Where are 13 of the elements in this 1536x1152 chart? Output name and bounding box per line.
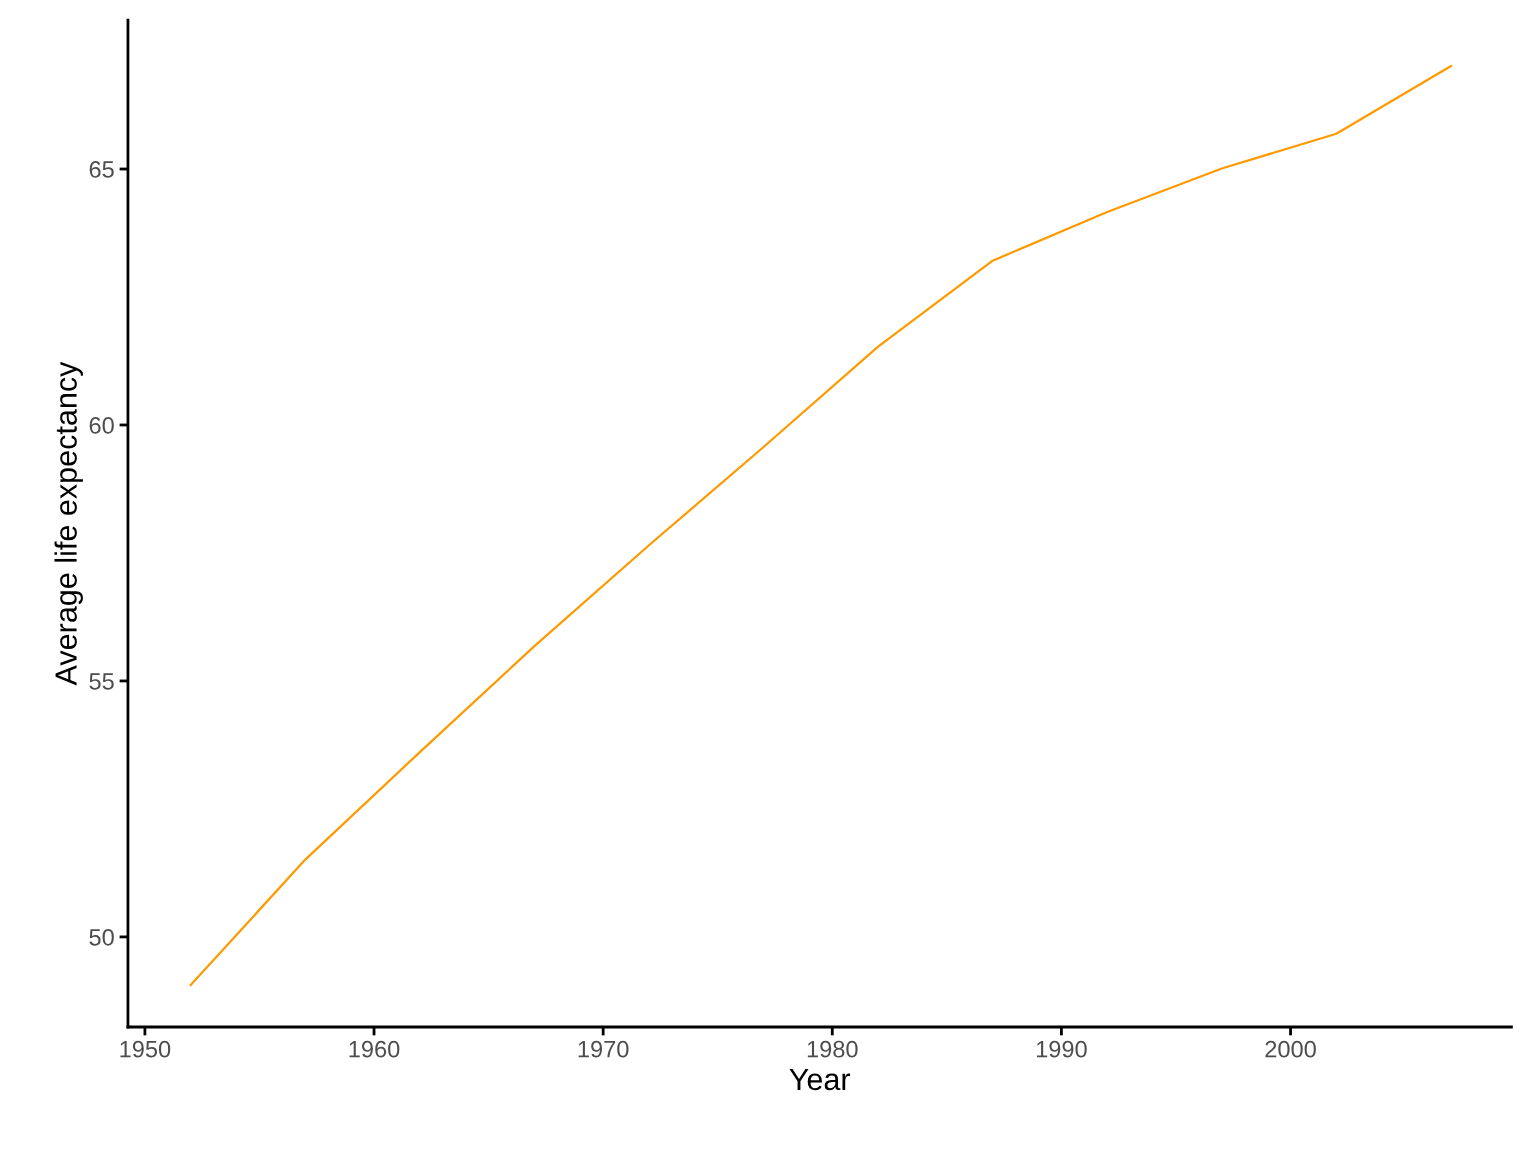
x-tick-label: 1970 bbox=[578, 1040, 629, 1058]
x-tick-label: 1980 bbox=[807, 1040, 858, 1058]
y-tick-label: 60 bbox=[89, 417, 114, 434]
y-axis-title: Average life expectancy bbox=[54, 361, 83, 686]
x-tick-label: 1950 bbox=[120, 1040, 171, 1058]
x-tick-label: 2000 bbox=[1265, 1040, 1316, 1058]
x-tick-label: 1960 bbox=[349, 1040, 400, 1058]
y-tick-label: 65 bbox=[89, 161, 114, 178]
x-tick-label: 1990 bbox=[1036, 1040, 1087, 1058]
line-series bbox=[189, 65, 1453, 987]
y-tick-label: 50 bbox=[89, 928, 114, 946]
y-tick-label: 55 bbox=[89, 673, 114, 690]
x-axis-title: Year bbox=[789, 1068, 851, 1091]
